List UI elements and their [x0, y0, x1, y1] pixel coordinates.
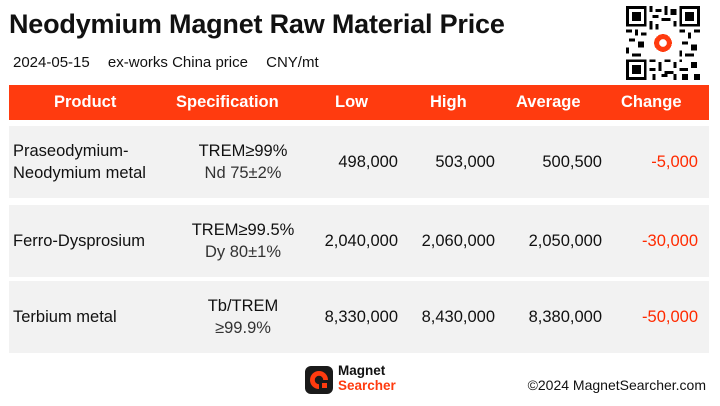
page-title: Neodymium Magnet Raw Material Price [9, 9, 505, 39]
average-price: 2,050,000 [528, 231, 602, 250]
spec-line: ≥99.9% [215, 319, 271, 337]
high-price: 8,430,000 [421, 307, 495, 326]
product-cell: Praseodymium- Neodymium metal [13, 126, 173, 198]
spec-cell: TREM≥99% Nd 75±2% [169, 126, 317, 198]
product-name-line: Neodymium metal [13, 164, 146, 182]
high-price: 503,000 [435, 152, 495, 171]
price-change: -5,000 [651, 152, 698, 171]
header-high: High [430, 93, 467, 111]
spec-line: Dy 80±1% [204, 243, 281, 261]
header-product: Product [54, 93, 117, 111]
high-price: 2,060,000 [421, 231, 495, 250]
average-price: 8,380,000 [528, 307, 602, 326]
spec-line: Nd 75±2% [204, 164, 282, 182]
low-price: 2,040,000 [324, 231, 398, 250]
header-average: Average [516, 93, 581, 111]
copyright-text: ©2024 MagnetSearcher.com [527, 377, 706, 393]
header-specification: Specification [176, 93, 279, 111]
product-name-line: Ferro-Dysprosium [13, 232, 146, 250]
header-low: Low [335, 93, 368, 111]
product-cell: Ferro-Dysprosium [13, 205, 173, 277]
spec-line: TREM≥99.5% [191, 221, 295, 239]
spec-cell: TREM≥99.5% Dy 80±1% [169, 205, 317, 277]
magnet-searcher-logo-icon [305, 366, 333, 394]
spec-line: Tb/TREM [207, 297, 279, 315]
low-price: 498,000 [338, 152, 398, 171]
table-row: Ferro-Dysprosium TREM≥99.5% Dy 80±1% 2,0… [9, 205, 709, 277]
table-row: Terbium metal Tb/TREM ≥99.9% 8,330,000 8… [9, 281, 709, 353]
price-date: 2024-05-15 [13, 54, 90, 71]
low-price: 8,330,000 [324, 307, 398, 326]
price-change: -50,000 [642, 307, 698, 326]
table-header: Product Specification Low High Average C… [9, 85, 709, 120]
product-cell: Terbium metal [13, 281, 173, 353]
price-change: -30,000 [642, 231, 698, 250]
price-basis-line: 2024-05-15 ex-works China price CNY/mt [13, 54, 333, 71]
table-row: Praseodymium- Neodymium metal TREM≥99% N… [9, 126, 709, 198]
brand-line-1: Magnet [338, 363, 386, 378]
spec-line: TREM≥99% [198, 142, 288, 160]
product-name-line: Terbium metal [13, 308, 117, 326]
header-change: Change [621, 93, 682, 111]
average-price: 500,500 [542, 152, 602, 171]
brand-wordmark: Magnet Searcher [338, 363, 396, 393]
qr-code-icon [626, 6, 700, 80]
product-name-line: Praseodymium- [13, 142, 129, 160]
price-basis: ex-works China price [107, 54, 248, 71]
price-unit: CNY/mt [266, 54, 319, 71]
brand-line-2: Searcher [338, 378, 396, 393]
spec-cell: Tb/TREM ≥99.9% [169, 281, 317, 353]
